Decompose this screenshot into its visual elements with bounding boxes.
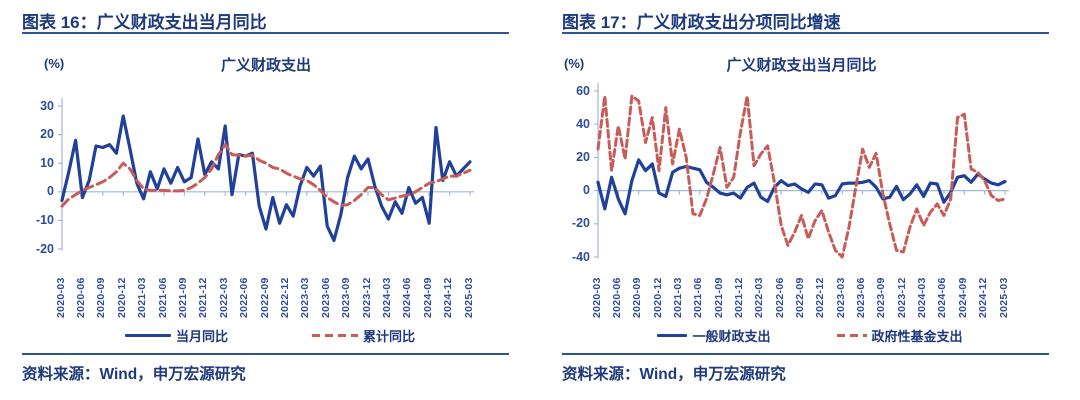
y-tick-label: -10 — [35, 212, 54, 227]
legend-dashed-marker — [312, 333, 358, 338]
x-tick-label: 2025-03 — [462, 277, 475, 318]
x-tick-label: 2023-12 — [360, 277, 373, 318]
y-tick-label: 40 — [576, 116, 590, 131]
x-tick-label: 2024-03 — [916, 277, 929, 318]
series-line-累计同比 — [60, 143, 472, 208]
legend-solid-marker — [657, 333, 688, 338]
legend: 当月同比 累计同比 — [0, 326, 540, 345]
series-line-政府性基金支出 — [596, 94, 1007, 259]
legend-item: 当月同比 — [124, 326, 228, 345]
source-text: 资料来源：Wind，申万宏源研究 — [22, 366, 246, 383]
source-divider — [562, 353, 1049, 355]
x-tick-label: 2023-12 — [895, 277, 908, 318]
legend-label: 累计同比 — [363, 329, 416, 344]
x-tick-label: 2021-06 — [692, 277, 705, 318]
series-line-当月同比 — [60, 114, 472, 242]
figure-header: 图表 17：广义财政支出分项同比增速 — [562, 13, 841, 32]
x-tick-label: 2021-03 — [671, 277, 684, 318]
legend-item: 一般财政支出 — [657, 326, 771, 345]
x-tick-label: 2021-03 — [136, 277, 149, 318]
x-tick-label: 2022-03 — [217, 277, 230, 318]
x-tick-label: 2022-06 — [238, 277, 251, 318]
x-tick-label: 2022-06 — [773, 277, 786, 318]
chart-title: 广义财政支出当月同比 — [726, 57, 877, 74]
x-tick-label: 2023-09 — [340, 277, 353, 318]
legend-label: 一般财政支出 — [692, 329, 771, 344]
x-tick-label: 2021-09 — [712, 277, 725, 318]
x-tick-label: 2024-09 — [421, 277, 434, 318]
x-tick-label: 2022-09 — [258, 277, 271, 318]
x-tick-label: 2020-12 — [115, 277, 128, 318]
x-tick-label: 2020-12 — [651, 277, 664, 318]
x-tick-label: 2021-12 — [732, 277, 745, 318]
x-tick-label: 2022-12 — [278, 277, 291, 318]
header-underline — [22, 32, 509, 34]
x-tick-label: 2023-06 — [319, 277, 332, 318]
legend-solid-marker — [124, 333, 171, 338]
source-text: 资料来源：Wind，申万宏源研究 — [562, 366, 786, 383]
x-tick-label: 2021-06 — [156, 277, 169, 318]
x-tick-label: 2023-03 — [299, 277, 312, 318]
legend-dashed-marker — [836, 333, 867, 338]
legend-label: 政府性基金支出 — [871, 329, 963, 344]
x-tick-label: 2025-03 — [997, 277, 1010, 318]
y-tick-label: 60 — [576, 83, 590, 98]
y-axis-unit: (%) — [44, 56, 65, 71]
y-tick-label: -20 — [35, 241, 54, 256]
chart-title: 广义财政支出 — [220, 57, 311, 74]
y-axis-unit: (%) — [564, 56, 585, 71]
x-tick-label: 2023-03 — [834, 277, 847, 318]
x-tick-label: 2020-06 — [74, 277, 87, 318]
figure-header: 图表 16：广义财政支出当月同比 — [22, 13, 267, 32]
y-tick-label: 20 — [576, 149, 590, 164]
legend-label: 当月同比 — [175, 329, 228, 344]
x-tick-label: 2024-06 — [936, 277, 949, 318]
x-tick-label: 2020-06 — [610, 277, 623, 318]
legend-item: 政府性基金支出 — [836, 326, 963, 345]
x-tick-label: 2020-03 — [590, 277, 603, 318]
y-tick-label: 30 — [40, 98, 54, 113]
y-tick-label: 20 — [40, 127, 54, 142]
chart-panel-right: 图表 17：广义财政支出分项同比增速 (%) 广义财政支出当月同比 一般财政支出… — [540, 0, 1080, 400]
x-tick-label: 2023-09 — [875, 277, 888, 318]
chart-panel-left: 图表 16：广义财政支出当月同比 (%) 广义财政支出 当月同比 累计同比 资料来… — [0, 13, 540, 383]
x-tick-label: 2020-03 — [54, 277, 67, 318]
x-tick-label: 2024-12 — [442, 277, 455, 318]
y-tick-label: -40 — [571, 249, 590, 264]
x-tick-label: 2024-06 — [401, 277, 414, 318]
x-tick-label: 2021-12 — [197, 277, 210, 318]
y-tick-label: 0 — [583, 183, 590, 198]
x-tick-label: 2022-12 — [814, 277, 827, 318]
x-tick-label: 2020-09 — [95, 277, 108, 318]
x-tick-label: 2024-09 — [956, 277, 969, 318]
x-tick-label: 2021-09 — [176, 277, 189, 318]
y-tick-label: 0 — [47, 184, 54, 199]
x-tick-label: 2024-12 — [977, 277, 990, 318]
y-tick-label: 10 — [40, 155, 54, 170]
y-tick-label: -20 — [571, 216, 590, 231]
x-tick-label: 2020-09 — [631, 277, 644, 318]
legend-item: 累计同比 — [312, 326, 415, 345]
series-line-一般财政支出 — [596, 158, 1007, 216]
legend: 一般财政支出 政府性基金支出 — [540, 326, 1080, 345]
header-underline — [562, 32, 1049, 34]
source-divider — [22, 353, 509, 355]
x-tick-label: 2022-03 — [753, 277, 766, 318]
x-tick-label: 2024-03 — [380, 277, 393, 318]
x-tick-label: 2023-06 — [855, 277, 868, 318]
x-tick-label: 2022-09 — [794, 277, 806, 318]
